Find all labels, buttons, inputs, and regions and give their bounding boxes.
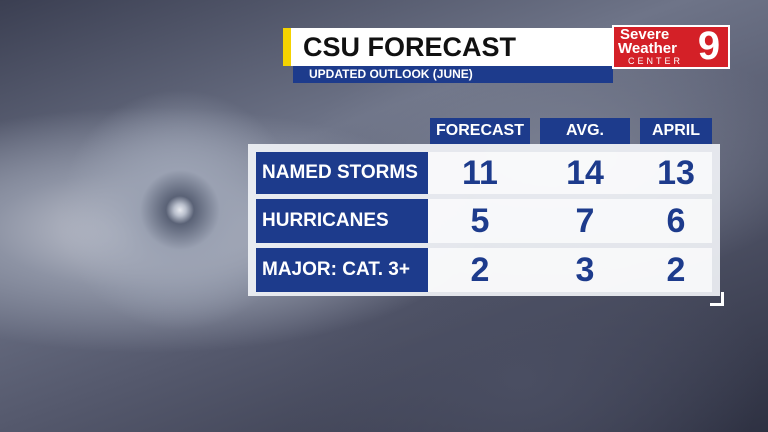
logo-number: 9: [697, 24, 721, 68]
cell-value: 2: [666, 251, 686, 289]
column-header: APRIL: [640, 118, 712, 144]
corner-bracket: [710, 292, 724, 306]
cell-value: 7: [575, 202, 595, 240]
cell-value: 5: [470, 202, 490, 240]
cell-value: 11: [462, 154, 498, 192]
subtitle: UPDATED OUTLOOK (JUNE): [293, 66, 613, 83]
title: CSU FORECAST: [283, 28, 613, 66]
logo-text: Weather: [618, 40, 677, 57]
row-label: NAMED STORMS: [256, 152, 428, 194]
station-logo: Severe Weather CENTER 9: [612, 25, 730, 69]
cell-value: 14: [566, 154, 604, 192]
cell-value: 2: [470, 251, 490, 289]
logo-text: Severe: [620, 26, 670, 43]
column-header: AVG.: [540, 118, 630, 144]
cell-value: 13: [657, 154, 695, 192]
row-label: HURRICANES: [256, 199, 428, 243]
row-label: MAJOR: CAT. 3+: [256, 248, 428, 292]
cell-value: 3: [575, 251, 595, 289]
logo-text: CENTER: [628, 56, 684, 66]
column-header: FORECAST: [430, 118, 530, 144]
cell-value: 6: [666, 202, 686, 240]
